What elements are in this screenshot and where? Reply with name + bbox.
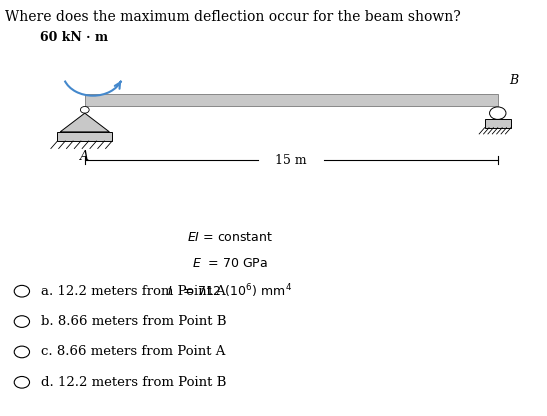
Bar	[57, 132, 112, 141]
Text: A: A	[80, 150, 89, 163]
Bar	[85, 94, 498, 106]
Polygon shape	[60, 113, 109, 132]
Text: 60 kN · m: 60 kN · m	[40, 31, 108, 44]
Text: $EI$ = constant: $EI$ = constant	[187, 231, 273, 244]
Text: c. 8.66 meters from Point A: c. 8.66 meters from Point A	[41, 345, 225, 359]
Text: $E$  = 70 GPa: $E$ = 70 GPa	[192, 257, 267, 270]
Text: Where does the maximum deflection occur for the beam shown?: Where does the maximum deflection occur …	[5, 10, 461, 25]
Circle shape	[80, 106, 89, 113]
Text: 15 m: 15 m	[276, 154, 307, 167]
Text: b. 8.66 meters from Point B: b. 8.66 meters from Point B	[41, 315, 226, 328]
Circle shape	[490, 107, 506, 119]
Text: B: B	[509, 74, 518, 87]
Text: d. 12.2 meters from Point B: d. 12.2 meters from Point B	[41, 376, 226, 389]
Text: $I$   = 712 (10$^6$) mm$^4$: $I$ = 712 (10$^6$) mm$^4$	[167, 282, 292, 300]
Text: a. 12.2 meters from Point A: a. 12.2 meters from Point A	[41, 285, 226, 298]
Bar	[485, 119, 511, 128]
